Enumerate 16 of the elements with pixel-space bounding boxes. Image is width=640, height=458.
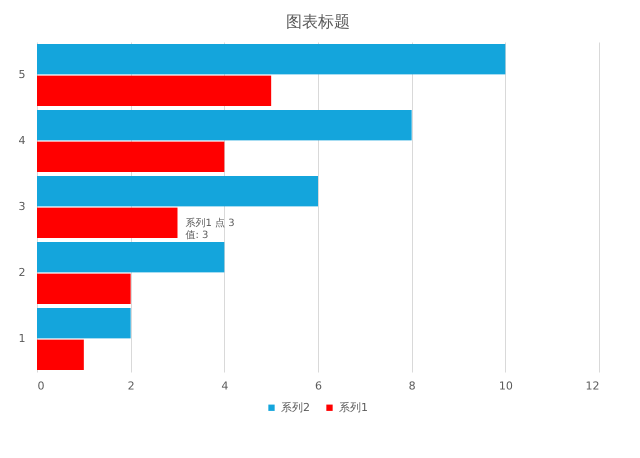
- chart-title: 图表标题: [286, 12, 350, 31]
- annotation: 系列1 点 3 值: 3: [186, 216, 235, 241]
- y-tick-label: 5: [18, 68, 26, 81]
- legend-label: 系列2: [281, 400, 310, 414]
- x-tick-label: 6: [315, 380, 322, 392]
- legend-label: 系列1: [339, 400, 368, 414]
- x-tick-label: 4: [221, 380, 228, 392]
- y-tick-label: 1: [18, 332, 26, 345]
- x-tick-label: 10: [498, 380, 513, 392]
- y-tick-label: 4: [18, 134, 26, 147]
- x-tick-label: 2: [128, 380, 135, 392]
- y-tick-label: 2: [18, 266, 26, 279]
- x-tick-label: 12: [586, 380, 600, 392]
- y-tick-label: 3: [18, 200, 26, 213]
- x-tick-label: 0: [38, 380, 44, 392]
- x-tick-label: 8: [408, 380, 416, 392]
